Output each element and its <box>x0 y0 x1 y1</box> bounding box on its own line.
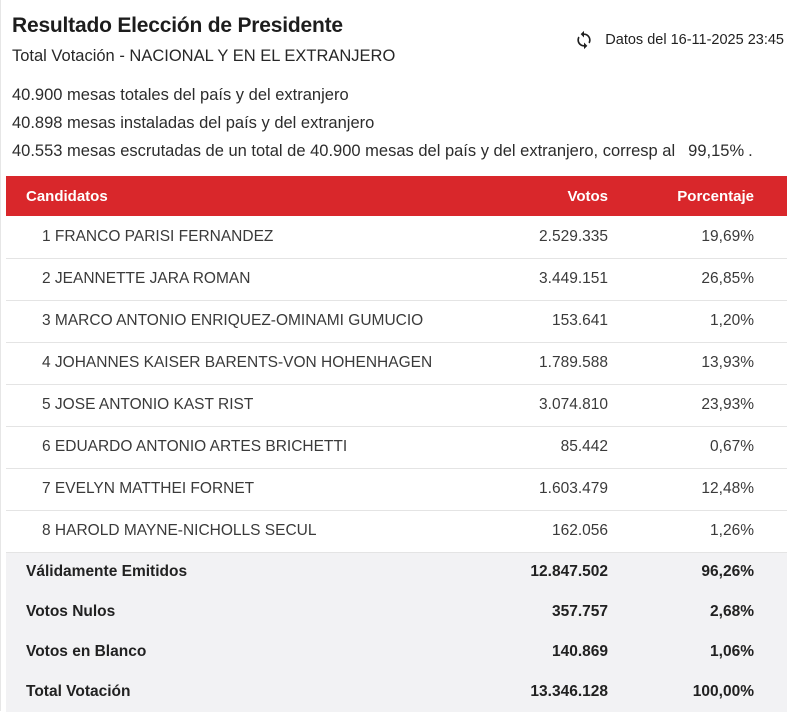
summary-row: Votos Nulos 357.757 2,68% <box>6 592 787 632</box>
summary-votes: 140.869 <box>551 643 608 660</box>
mesas-instaladas-line: 40.898 mesas instaladas del país y del e… <box>12 114 375 132</box>
summary-percent: 96,26% <box>637 551 787 592</box>
summary-votes: 13.346.128 <box>530 683 608 700</box>
mesas-escrutadas-line: 40.553 mesas escrutadas de un total de 4… <box>12 137 784 165</box>
page-subtitle: Total Votación - NACIONAL Y EN EL EXTRAN… <box>12 47 396 65</box>
escrutadas-suffix: . <box>748 142 753 160</box>
candidate-percent: 26,85% <box>637 257 787 300</box>
candidate-percent: 13,93% <box>637 341 787 384</box>
results-table-header: Candidatos Votos Porcentaje <box>6 176 787 216</box>
page-header: Resultado Elección de Presidente Total V… <box>1 0 794 66</box>
candidate-votes: 2.529.335 <box>539 227 608 245</box>
summary-rows: Válidamente Emitidos 12.847.502 96,26% V… <box>6 551 787 712</box>
summary-row: Válidamente Emitidos 12.847.502 96,26% <box>6 551 787 592</box>
candidate-percent: 1,20% <box>637 299 787 342</box>
refresh-icon[interactable] <box>574 30 594 50</box>
candidate-votes: 1.603.479 <box>477 467 637 510</box>
summary-label: Total Votación <box>26 683 131 700</box>
summary-label: Votos Nulos <box>26 603 116 620</box>
summary-percent: 100,00% <box>692 683 754 700</box>
candidate-row: 2 JEANNETTE JARA ROMAN 3.449.151 26,85% <box>6 257 787 300</box>
escrutadas-percent: 99,15% <box>688 142 745 160</box>
candidate-name: 5 JOSE ANTONIO KAST RIST <box>6 383 477 426</box>
summary-percent: 2,68% <box>710 603 754 620</box>
mesas-summary: 40.900 mesas totales del país y del extr… <box>1 66 794 176</box>
data-timestamp: Datos del 16-11-2025 23:45 <box>605 32 784 48</box>
candidate-row: 6 EDUARDO ANTONIO ARTES BRICHETTI 85.442… <box>6 425 787 468</box>
candidate-name: 8 HAROLD MAYNE-NICHOLLS SECUL <box>6 509 477 552</box>
candidate-votes: 3.074.810 <box>477 383 637 426</box>
summary-label: Válidamente Emitidos <box>6 551 477 592</box>
candidate-percent: 12,48% <box>637 467 787 510</box>
candidate-name: 4 JOHANNES KAISER BARENTS-VON HOHENHAGEN <box>6 341 477 384</box>
candidate-row: 4 JOHANNES KAISER BARENTS-VON HOHENHAGEN… <box>6 341 787 384</box>
mesas-totales-line: 40.900 mesas totales del país y del extr… <box>12 86 349 104</box>
results-table: Candidatos Votos Porcentaje 1 FRANCO PAR… <box>6 176 787 712</box>
page-title: Resultado Elección de Presidente <box>12 14 343 37</box>
candidate-name: 7 EVELYN MATTHEI FORNET <box>6 467 477 510</box>
candidate-name: 1 FRANCO PARISI FERNANDEZ <box>42 227 274 245</box>
summary-percent: 1,06% <box>710 643 754 660</box>
candidate-percent: 1,26% <box>637 509 787 552</box>
candidate-votes: 1.789.588 <box>477 341 637 384</box>
candidate-row: 5 JOSE ANTONIO KAST RIST 3.074.810 23,93… <box>6 383 787 426</box>
candidate-row: 1 FRANCO PARISI FERNANDEZ 2.529.335 19,6… <box>6 216 787 258</box>
data-refresh-block: Datos del 16-11-2025 23:45 <box>574 30 784 50</box>
candidate-percent: 23,93% <box>637 383 787 426</box>
candidate-name: 6 EDUARDO ANTONIO ARTES BRICHETTI <box>6 425 477 468</box>
candidate-row: 8 HAROLD MAYNE-NICHOLLS SECUL 162.056 1,… <box>6 509 787 552</box>
candidate-row: 3 MARCO ANTONIO ENRIQUEZ-OMINAMI GUMUCIO… <box>6 299 787 342</box>
column-header-porcentaje: Porcentaje <box>637 176 787 216</box>
summary-votes: 12.847.502 <box>477 551 637 592</box>
summary-row: Votos en Blanco 140.869 1,06% <box>6 632 787 672</box>
candidate-percent: 19,69% <box>701 227 754 245</box>
candidate-votes: 153.641 <box>477 299 637 342</box>
mesas-escrutadas-text: 40.553 mesas escrutadas de un total de 4… <box>12 142 676 160</box>
summary-label: Votos en Blanco <box>26 643 147 660</box>
candidate-percent: 0,67% <box>637 425 787 468</box>
candidate-name: 3 MARCO ANTONIO ENRIQUEZ-OMINAMI GUMUCIO <box>6 299 477 342</box>
column-header-candidatos: Candidatos <box>6 176 477 216</box>
candidate-row: 7 EVELYN MATTHEI FORNET 1.603.479 12,48% <box>6 467 787 510</box>
candidate-name: 2 JEANNETTE JARA ROMAN <box>6 257 477 300</box>
column-header-votos: Votos <box>477 176 637 216</box>
summary-row: Total Votación 13.346.128 100,00% <box>6 672 787 712</box>
title-block: Resultado Elección de Presidente Total V… <box>12 14 395 66</box>
candidate-votes: 3.449.151 <box>477 257 637 300</box>
summary-votes: 357.757 <box>551 603 608 620</box>
candidate-votes: 162.056 <box>477 509 637 552</box>
candidate-votes: 85.442 <box>477 425 637 468</box>
candidate-rows: 1 FRANCO PARISI FERNANDEZ 2.529.335 19,6… <box>6 216 787 552</box>
